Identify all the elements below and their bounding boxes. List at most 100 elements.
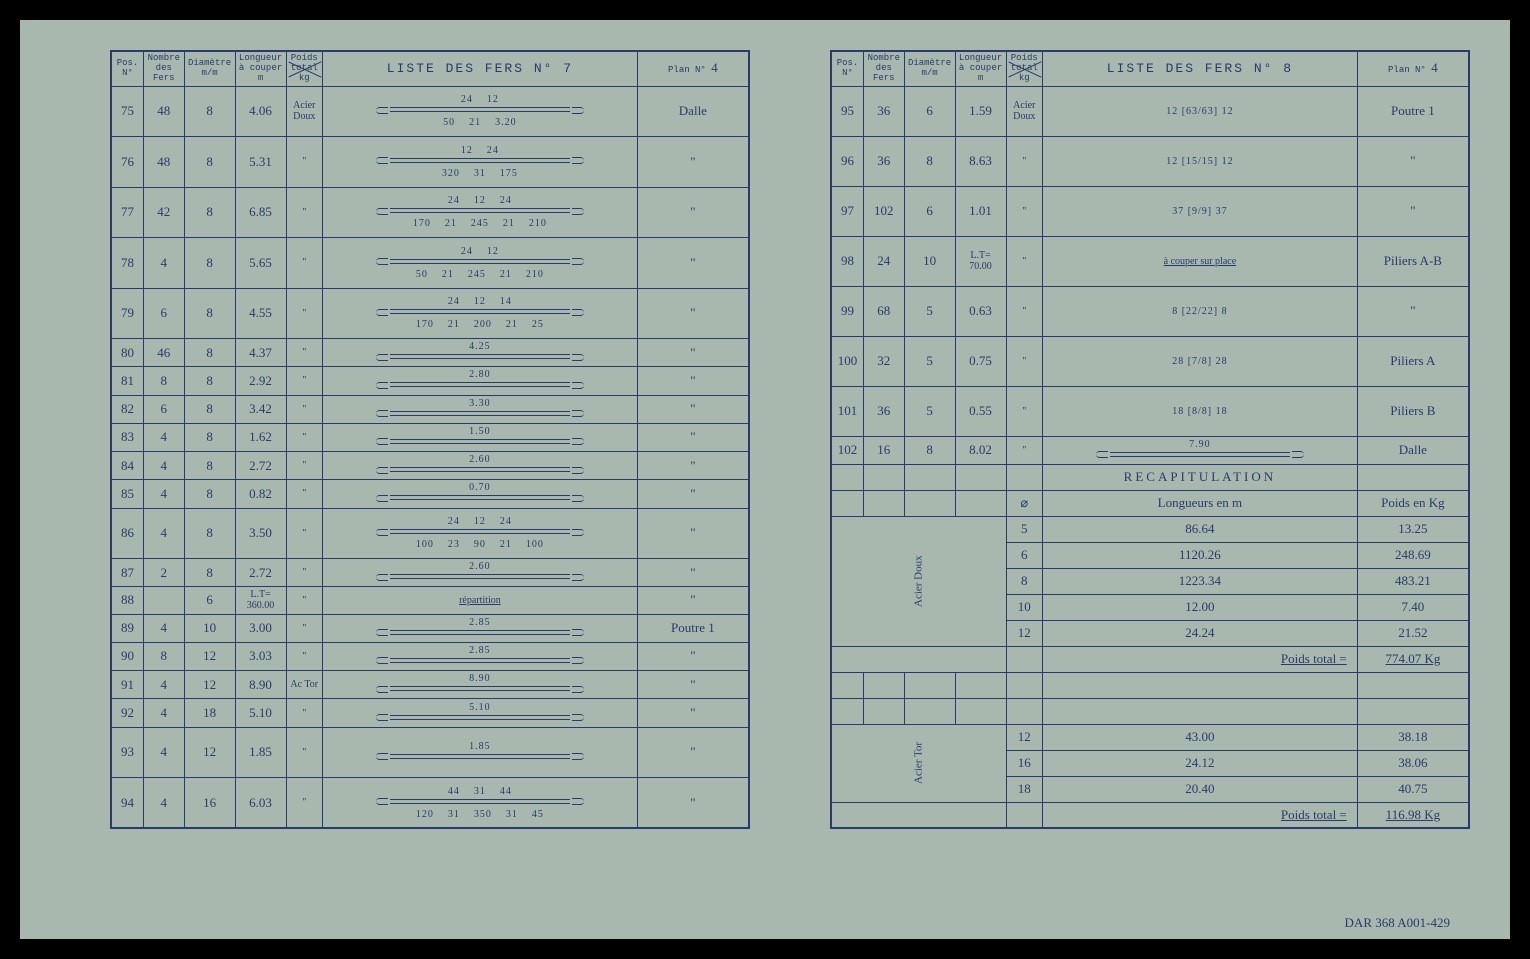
sketch-cell: 2.80	[323, 367, 638, 395]
len-cell: 5.10	[235, 699, 286, 727]
plan-cell: "	[1357, 286, 1469, 336]
pos-cell: 96	[831, 136, 863, 186]
poids-cell: "	[286, 614, 323, 642]
plan-cell: "	[1357, 186, 1469, 236]
len-cell: 1.59	[955, 86, 1006, 136]
dia-cell: 8	[184, 423, 235, 451]
pos-cell: 78	[111, 238, 143, 288]
table-row: 88 6 L.T= 360.00 " répartition "	[111, 587, 749, 614]
sketch-cell: 4.25	[323, 339, 638, 367]
table-row: 94 4 16 6.03 " 44 31 44 120 31 350 31 45…	[111, 778, 749, 829]
sketch-cell: 5.10	[323, 699, 638, 727]
spacer-row	[831, 672, 1469, 698]
plan-cell: "	[637, 288, 749, 338]
poids-cell: "	[1006, 436, 1043, 464]
nb-cell: 16	[863, 436, 904, 464]
pos-cell: 98	[831, 236, 863, 286]
pos-cell: 85	[111, 480, 143, 508]
len-cell: 2.72	[235, 452, 286, 480]
table-title: LISTE DES FERS N° 8	[1043, 51, 1358, 86]
pos-cell: 94	[111, 778, 143, 829]
pos-cell: 79	[111, 288, 143, 338]
col-plan: Plan N° 4	[637, 51, 749, 86]
col-plan: Plan N° 4	[1357, 51, 1469, 86]
table-row: 101 36 5 0.55 " 18 [8/8] 18 Piliers B	[831, 386, 1469, 436]
sketch-cell: 2.85	[323, 614, 638, 642]
nb-cell: 4	[143, 727, 184, 777]
recap-dia: 5	[1006, 516, 1043, 542]
table-row: 99 68 5 0.63 " 8 [22/22] 8 "	[831, 286, 1469, 336]
nb-cell: 36	[863, 386, 904, 436]
nb-cell: 8	[143, 367, 184, 395]
recap-row: Acier Tor 12 43.00 38.18	[831, 724, 1469, 750]
plan-label: Plan N°	[1388, 65, 1426, 75]
len-cell: 8.90	[235, 671, 286, 699]
table-row: 80 46 8 4.37 " 4.25 "	[111, 339, 749, 367]
nb-cell: 4	[143, 480, 184, 508]
dia-cell: 8	[184, 288, 235, 338]
dia-cell: 12	[184, 642, 235, 670]
recap-total-value: 774.07 Kg	[1357, 646, 1469, 672]
dia-cell: 8	[184, 86, 235, 136]
pos-cell: 76	[111, 137, 143, 187]
nb-cell: 42	[143, 187, 184, 237]
table-row: 77 42 8 6.85 " 24 12 24 170 21 245 21 21…	[111, 187, 749, 237]
table-row: 91 4 12 8.90 Ac Tor 8.90 "	[111, 671, 749, 699]
plan-cell: "	[637, 187, 749, 237]
plan-cell: "	[1357, 136, 1469, 186]
plan-cell: "	[637, 699, 749, 727]
nb-cell: 4	[143, 238, 184, 288]
recap-poids: 7.40	[1357, 594, 1469, 620]
dia-cell: 6	[184, 587, 235, 614]
table-row: 86 4 8 3.50 " 24 12 24 100 23 90 21 100 …	[111, 508, 749, 558]
recap-title-row: RECAPITULATION	[831, 464, 1469, 490]
recap-len: 1223.34	[1043, 568, 1358, 594]
table-row: 82 6 8 3.42 " 3.30 "	[111, 395, 749, 423]
table-row: 93 4 12 1.85 " 1.85 "	[111, 727, 749, 777]
plan-number: 4	[711, 60, 718, 75]
nb-cell: 36	[863, 136, 904, 186]
sketch-cell: répartition	[323, 587, 638, 614]
col-pos: Pos. N°	[111, 51, 143, 86]
recap-dia: 6	[1006, 542, 1043, 568]
plan-cell: "	[637, 727, 749, 777]
pos-cell: 97	[831, 186, 863, 236]
nb-cell: 4	[143, 423, 184, 451]
pos-cell: 93	[111, 727, 143, 777]
recap-len: 20.40	[1043, 776, 1358, 802]
nb-cell: 102	[863, 186, 904, 236]
dia-cell: 5	[904, 386, 955, 436]
table-row: 89 4 10 3.00 " 2.85 Poutre 1	[111, 614, 749, 642]
recap-dia: 12	[1006, 724, 1043, 750]
dia-cell: 6	[904, 86, 955, 136]
poids-cell: Acier Doux	[1006, 86, 1043, 136]
len-cell: 4.55	[235, 288, 286, 338]
poids-cell: "	[286, 727, 323, 777]
sketch-cell: 8 [22/22] 8	[1043, 286, 1358, 336]
table-row: 78 4 8 5.65 " 24 12 50 21 245 21 210 "	[111, 238, 749, 288]
recap-total-value: 116.98 Kg	[1357, 802, 1469, 828]
pos-cell: 92	[111, 699, 143, 727]
nb-cell: 48	[143, 137, 184, 187]
recap-group-label: Acier Tor	[831, 724, 1006, 802]
dia-cell: 8	[184, 395, 235, 423]
poids-cell: "	[286, 480, 323, 508]
pos-cell: 101	[831, 386, 863, 436]
poids-cell: "	[1006, 236, 1043, 286]
len-cell: 0.82	[235, 480, 286, 508]
pos-cell: 99	[831, 286, 863, 336]
plan-cell: "	[637, 671, 749, 699]
recap-dia: 18	[1006, 776, 1043, 802]
table-row: 83 4 8 1.62 " 1.50 "	[111, 423, 749, 451]
dia-cell: 12	[184, 727, 235, 777]
recap-col-poids: Poids en Kg	[1357, 490, 1469, 516]
nb-cell: 24	[863, 236, 904, 286]
plan-cell: "	[637, 423, 749, 451]
dia-cell: 16	[184, 778, 235, 829]
nb-cell: 4	[143, 508, 184, 558]
pos-cell: 90	[111, 642, 143, 670]
len-cell: 3.42	[235, 395, 286, 423]
recap-total-row: Poids total = 116.98 Kg	[831, 802, 1469, 828]
archive-reference: DAR 368 A001-429	[1345, 915, 1450, 931]
table-row: 79 6 8 4.55 " 24 12 14 170 21 200 21 25 …	[111, 288, 749, 338]
